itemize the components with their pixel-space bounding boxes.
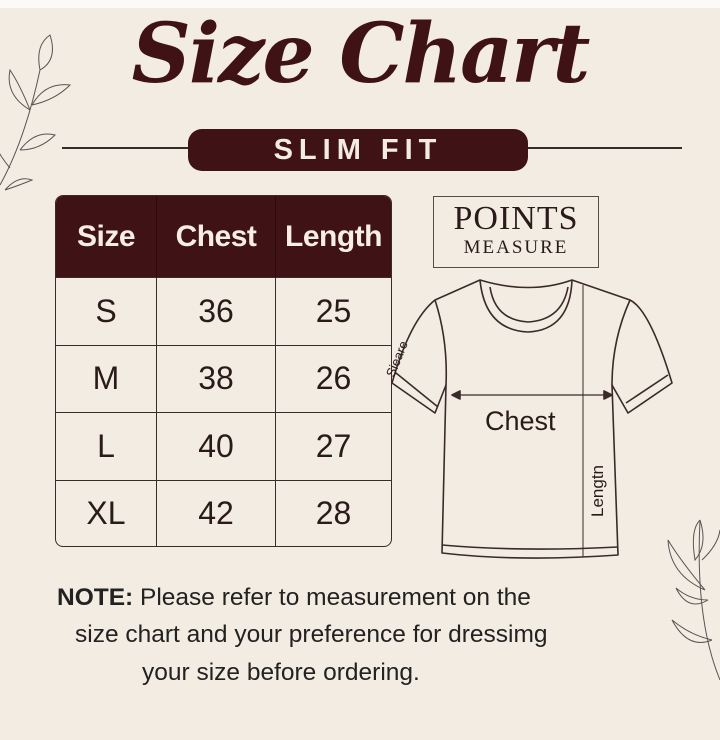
cell-chest: 40 (157, 413, 276, 480)
cell-chest: 36 (157, 278, 276, 345)
note-label: NOTE: (57, 584, 134, 611)
cell-length: 27 (315, 427, 352, 464)
leaf-branch-icon (0, 34, 72, 191)
cell-length: 25 (315, 292, 352, 329)
top-strip (0, 0, 720, 8)
divider-left (62, 147, 192, 149)
tshirt-icon (391, 279, 673, 559)
measure-label: MEASURE (463, 237, 569, 258)
table-row: XL 42 28 (56, 479, 391, 546)
size-table: Size Chest Length S 36 25 M 38 26 L 40 2… (55, 195, 392, 547)
cell-size: M (56, 345, 157, 412)
chest-label: Chest (485, 406, 556, 436)
divider-right (524, 147, 682, 149)
note-line-2: size chart and your preference for dress… (75, 621, 548, 648)
leaf-branch-icon (667, 519, 720, 681)
cell-chest: 38 (157, 345, 276, 412)
cell-size: S (56, 278, 157, 345)
note-line-3: your size before ordering. (142, 659, 420, 686)
table-row: M 38 26 (56, 344, 391, 412)
cell-length: 28 (315, 495, 352, 532)
points-label: POINTS (453, 200, 579, 237)
header-chest: Chest (157, 196, 276, 277)
cell-length: 26 (315, 360, 352, 397)
header-size: Size (56, 196, 157, 277)
length-label: Lengtn (588, 465, 607, 517)
cell-chest: 42 (157, 480, 276, 546)
header-length: Length (285, 219, 382, 253)
note-text-1: Please refer to measurement on the (133, 584, 531, 611)
table-row: L 40 27 (56, 412, 391, 480)
cell-size: L (56, 413, 157, 480)
table-header: Size Chest Length (56, 196, 391, 277)
page-title: Size Chart (131, 6, 591, 102)
points-measure-box: POINTS MEASURE (433, 196, 599, 268)
note-line-1: NOTE: Please refer to measurement on the (57, 584, 531, 612)
fit-badge: SLIM FIT (188, 129, 528, 171)
table-row: S 36 25 (56, 277, 391, 345)
cell-size: XL (56, 480, 157, 546)
sleeve-label: Sieare (383, 339, 411, 379)
